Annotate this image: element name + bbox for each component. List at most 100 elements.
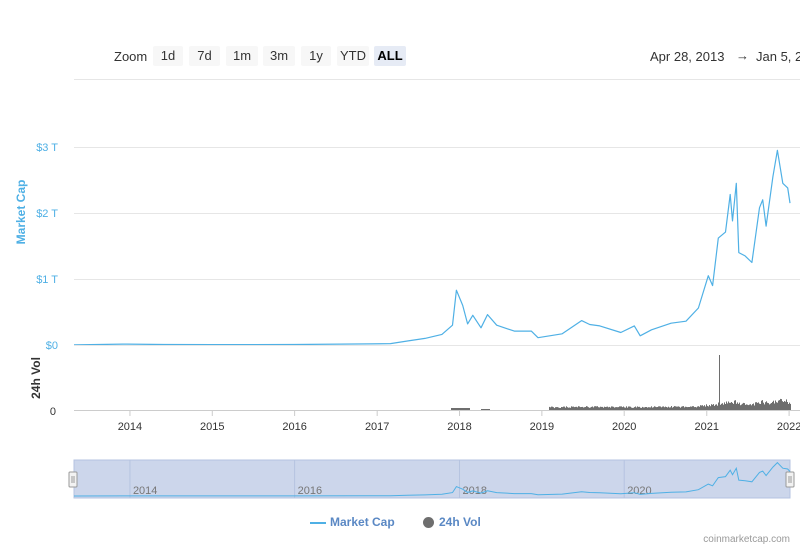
zoom-ytd-button[interactable]: YTD [337, 46, 369, 66]
volume-bar [606, 406, 607, 410]
legend-label-market-cap: Market Cap [330, 515, 395, 529]
x-tick-label: 2018 [447, 421, 471, 433]
volume-bar [627, 407, 628, 410]
volume-bar [746, 404, 747, 410]
volume-bar [771, 403, 772, 410]
volume-bar [634, 407, 635, 410]
volume-bar [589, 407, 590, 410]
legend-item-market-cap[interactable]: Market Cap [310, 515, 395, 531]
y-tick-label: $1 T [36, 274, 58, 286]
volume-bar [670, 407, 671, 410]
volume-bar [590, 407, 591, 410]
volume-bar [748, 405, 749, 410]
volume-bars [451, 355, 791, 410]
volume-bar [466, 408, 467, 410]
volume-bar [585, 407, 586, 410]
volume-bar [764, 404, 765, 410]
volume-bar [770, 403, 771, 410]
volume-bar [654, 406, 655, 410]
volume-bar [761, 400, 762, 410]
date-range-from[interactable]: Apr 28, 2013 [650, 49, 725, 64]
x-tick-label: 2016 [282, 421, 306, 433]
volume-bar [718, 402, 719, 410]
volume-bar [596, 406, 597, 410]
volume-bar [587, 406, 588, 410]
navigator-handle-left[interactable] [68, 471, 78, 488]
volume-bar [652, 407, 653, 410]
volume-bar [733, 403, 734, 410]
volume-bar [554, 408, 555, 410]
volume-bar [582, 406, 583, 410]
x-tick-label: 2014 [118, 421, 142, 433]
volume-bar [640, 407, 641, 410]
market-cap-series-line [73, 149, 791, 346]
volume-bar [613, 406, 614, 410]
legend-item-volume[interactable]: 24h Vol [423, 515, 481, 531]
volume-bar [569, 407, 570, 410]
volume-bar [561, 407, 562, 410]
zoom-1y-button[interactable]: 1y [301, 46, 331, 66]
zoom-all-button[interactable]: ALL [374, 46, 406, 66]
volume-bar [767, 402, 768, 410]
volume-bar [775, 400, 776, 410]
volume-bar [684, 407, 685, 410]
volume-bar [455, 408, 456, 410]
x-tick-label: 2019 [530, 421, 554, 433]
volume-bar [623, 406, 624, 410]
volume-bar [622, 407, 623, 410]
volume-bar [664, 407, 665, 410]
volume-bar [745, 404, 746, 410]
volume-bar [784, 401, 785, 410]
volume-bar [789, 402, 790, 410]
navigator[interactable]: 2014 2016 2018 2020 [68, 459, 795, 499]
volume-bar [574, 407, 575, 410]
volume-bar [788, 404, 789, 410]
volume-bar [553, 407, 554, 410]
volume-bar [676, 406, 677, 410]
volume-bar [570, 407, 571, 410]
volume-bar [743, 402, 744, 410]
volume-bar [710, 406, 711, 410]
credit-link[interactable]: coinmarketcap.com [703, 534, 790, 545]
volume-bar [649, 407, 650, 410]
volume-bar [597, 406, 598, 410]
volume-bar [633, 407, 634, 410]
volume-bar [463, 408, 464, 410]
volume-bar [757, 402, 758, 410]
volume-bar [721, 403, 722, 410]
volume-bar [556, 407, 557, 410]
volume-bar [780, 398, 781, 410]
volume-bar [578, 406, 579, 410]
volume-bar [641, 407, 642, 410]
volume-bar [655, 406, 656, 410]
volume-bar [607, 406, 608, 410]
zoom-7d-button[interactable]: 7d [189, 46, 220, 66]
volume-bar [588, 407, 589, 410]
volume-bar [781, 399, 782, 410]
volume-bar [779, 400, 780, 410]
volume-bar [719, 355, 720, 410]
volume-bar [452, 408, 453, 410]
zoom-3m-button[interactable]: 3m [263, 46, 295, 66]
volume-bar [662, 406, 663, 410]
volume-bar [675, 406, 676, 410]
zoom-1m-button[interactable]: 1m [226, 46, 258, 66]
volume-bar [714, 405, 715, 410]
volume-bar [659, 406, 660, 410]
volume-bar [645, 407, 646, 410]
volume-bar [695, 407, 696, 410]
volume-bar [742, 403, 743, 410]
volume-bar [720, 404, 721, 410]
volume-bar [734, 400, 735, 410]
zoom-1d-button[interactable]: 1d [153, 46, 183, 66]
volume-bar [699, 406, 700, 410]
volume-bar [768, 403, 769, 410]
navigator-handle-right[interactable] [785, 471, 795, 488]
chart-toolbar: Zoom 1d 7d 1m 3m 1y YTD ALL Apr 28, 2013… [0, 0, 800, 110]
volume-bar [457, 408, 458, 410]
navigator-mask[interactable] [73, 459, 791, 499]
date-range-to[interactable]: Jan 5, 2 [756, 49, 800, 64]
volume-bar [656, 407, 657, 410]
volume-bar [639, 406, 640, 410]
volume-bar [609, 406, 610, 410]
